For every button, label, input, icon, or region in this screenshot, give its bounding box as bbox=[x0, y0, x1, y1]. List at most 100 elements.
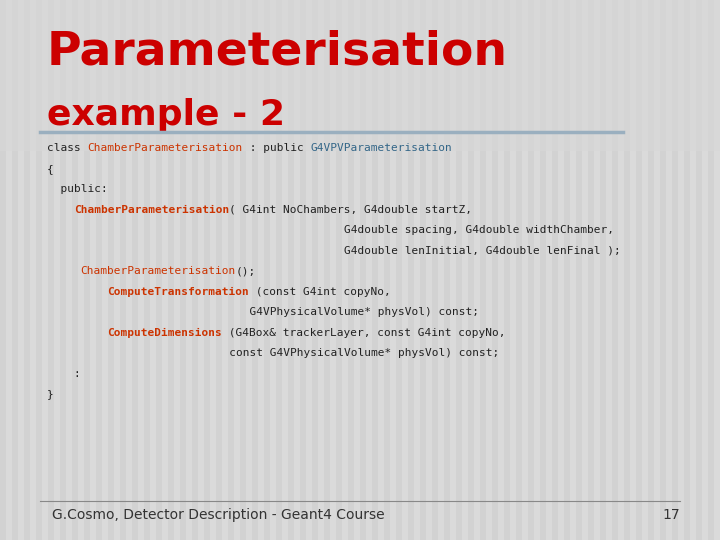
Bar bbox=[174, 0, 180, 540]
Bar bbox=[372, 0, 378, 540]
Bar bbox=[0, 0, 720, 151]
Bar bbox=[258, 0, 264, 540]
Text: G4double spacing, G4double widthChamber,: G4double spacing, G4double widthChamber, bbox=[47, 225, 613, 235]
Text: example - 2: example - 2 bbox=[47, 98, 285, 132]
Bar bbox=[126, 0, 132, 540]
Text: void: void bbox=[47, 328, 107, 338]
Bar bbox=[24, 0, 30, 540]
Bar bbox=[366, 0, 372, 540]
Bar bbox=[294, 0, 300, 540]
Bar bbox=[114, 0, 120, 540]
Text: G4VPhysicalVolume* physVol) const;: G4VPhysicalVolume* physVol) const; bbox=[47, 307, 479, 318]
Bar bbox=[666, 0, 672, 540]
Text: Parameterisation: Parameterisation bbox=[47, 30, 508, 75]
Text: ~: ~ bbox=[47, 266, 81, 276]
Bar bbox=[282, 0, 288, 540]
Bar bbox=[552, 0, 558, 540]
Bar bbox=[504, 0, 510, 540]
Bar bbox=[360, 0, 366, 540]
Bar bbox=[642, 0, 648, 540]
Bar bbox=[216, 0, 222, 540]
Text: ();: (); bbox=[236, 266, 256, 276]
Text: ChamberParameterisation: ChamberParameterisation bbox=[81, 266, 236, 276]
Bar bbox=[96, 0, 102, 540]
Text: :: : bbox=[47, 369, 81, 379]
Bar bbox=[324, 0, 330, 540]
Bar bbox=[702, 0, 708, 540]
Text: const G4VPhysicalVolume* physVol) const;: const G4VPhysicalVolume* physVol) const; bbox=[47, 348, 499, 359]
Bar bbox=[156, 0, 162, 540]
Bar bbox=[654, 0, 660, 540]
Bar bbox=[594, 0, 600, 540]
Bar bbox=[714, 0, 720, 540]
Bar bbox=[576, 0, 582, 540]
Bar bbox=[570, 0, 576, 540]
Text: : public: : public bbox=[243, 143, 310, 153]
Bar bbox=[150, 0, 156, 540]
Bar bbox=[450, 0, 456, 540]
Bar bbox=[180, 0, 186, 540]
Text: ChamberParameterisation: ChamberParameterisation bbox=[87, 143, 243, 153]
Bar bbox=[564, 0, 570, 540]
Bar bbox=[270, 0, 276, 540]
Bar bbox=[264, 0, 270, 540]
Bar bbox=[240, 0, 246, 540]
Bar bbox=[444, 0, 450, 540]
Bar bbox=[234, 0, 240, 540]
Bar bbox=[138, 0, 144, 540]
Bar bbox=[660, 0, 666, 540]
Text: }: } bbox=[47, 389, 53, 400]
Bar bbox=[582, 0, 588, 540]
Bar bbox=[378, 0, 384, 540]
Bar bbox=[222, 0, 228, 540]
Text: G4VPVParameterisation: G4VPVParameterisation bbox=[310, 143, 452, 153]
Bar bbox=[162, 0, 168, 540]
Bar bbox=[0, 0, 6, 540]
Bar bbox=[204, 0, 210, 540]
Text: void: void bbox=[47, 287, 107, 297]
Bar bbox=[600, 0, 606, 540]
Bar bbox=[522, 0, 528, 540]
Bar bbox=[624, 0, 630, 540]
Bar bbox=[672, 0, 678, 540]
Text: ChamberParameterisation: ChamberParameterisation bbox=[74, 205, 229, 215]
Text: {: { bbox=[47, 164, 53, 174]
Bar bbox=[354, 0, 360, 540]
Bar bbox=[606, 0, 612, 540]
Bar bbox=[456, 0, 462, 540]
Bar bbox=[186, 0, 192, 540]
Bar bbox=[474, 0, 480, 540]
Bar bbox=[498, 0, 504, 540]
Text: public:: public: bbox=[47, 184, 107, 194]
Bar bbox=[414, 0, 420, 540]
Bar bbox=[540, 0, 546, 540]
Bar bbox=[516, 0, 522, 540]
Bar bbox=[588, 0, 594, 540]
Bar bbox=[396, 0, 402, 540]
Bar bbox=[312, 0, 318, 540]
Bar bbox=[246, 0, 252, 540]
Bar bbox=[60, 0, 66, 540]
Bar bbox=[210, 0, 216, 540]
Bar bbox=[30, 0, 36, 540]
Bar bbox=[48, 0, 54, 540]
Bar bbox=[192, 0, 198, 540]
Bar bbox=[408, 0, 414, 540]
Bar bbox=[78, 0, 84, 540]
Bar bbox=[276, 0, 282, 540]
Bar bbox=[12, 0, 18, 540]
Bar bbox=[108, 0, 114, 540]
Bar bbox=[228, 0, 234, 540]
Bar bbox=[690, 0, 696, 540]
Bar bbox=[492, 0, 498, 540]
Bar bbox=[534, 0, 540, 540]
Bar bbox=[696, 0, 702, 540]
Bar bbox=[390, 0, 396, 540]
Bar bbox=[168, 0, 174, 540]
Bar bbox=[546, 0, 552, 540]
Text: (G4Box& trackerLayer, const G4int copyNo,: (G4Box& trackerLayer, const G4int copyNo… bbox=[222, 328, 505, 338]
Bar bbox=[468, 0, 474, 540]
Bar bbox=[630, 0, 636, 540]
Bar bbox=[120, 0, 126, 540]
Text: 17: 17 bbox=[663, 508, 680, 522]
